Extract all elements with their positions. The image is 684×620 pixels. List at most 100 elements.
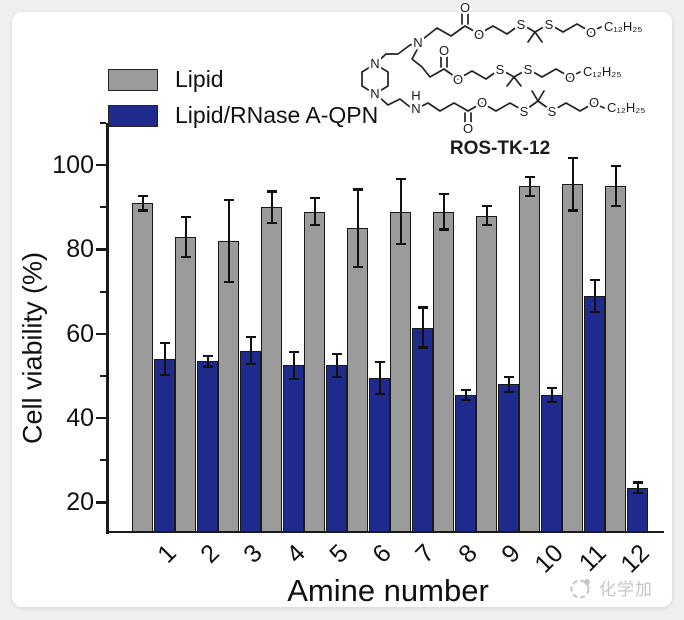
error-stem	[421, 306, 424, 349]
y-tick-label: 80	[66, 235, 94, 264]
bar-lipid-10	[519, 186, 540, 533]
x-tick-label-1: 1	[151, 539, 182, 569]
x-axis-title: Amine number	[287, 573, 489, 608]
error-stem	[378, 361, 381, 395]
alkyl-chain-label: C₁₂H₂₅	[604, 19, 643, 34]
watermark-text: 化学加	[599, 580, 653, 599]
bar-lipid-1	[132, 203, 153, 533]
error-bar-lipid-7	[395, 177, 406, 246]
atom-label-n: N	[370, 56, 379, 71]
error-stem	[206, 354, 209, 368]
y-minor-tick	[99, 459, 107, 462]
error-bar-lipid-12	[610, 165, 621, 208]
bar-lipid-rnase-a-qpn-2	[197, 361, 218, 533]
bar-lipid-rnase-a-qpn-11	[584, 295, 605, 533]
bar-lipid-rnase-a-qpn-12	[627, 487, 648, 533]
y-minor-tick	[99, 290, 107, 293]
error-bar-lipid-8	[438, 192, 449, 231]
x-tick-label-8: 8	[452, 539, 483, 569]
atom-label-o: O	[453, 72, 463, 87]
error-stem	[485, 205, 488, 227]
bar-lipid-5	[304, 211, 325, 533]
atom-label-s: S	[496, 62, 505, 77]
error-stem	[292, 350, 295, 381]
atom-label-o: O	[586, 25, 596, 40]
error-bar-lipid-6	[352, 188, 363, 269]
y-minor-tick	[99, 374, 107, 377]
atom-label-s: S	[520, 104, 529, 119]
error-stem	[571, 156, 574, 212]
x-tick-label-12: 12	[614, 539, 655, 579]
x-tick-label-4: 4	[280, 539, 311, 569]
y-minor-tick	[99, 206, 107, 209]
error-stem	[528, 175, 531, 197]
error-bar-lipid-rnase-a-qpn-11	[589, 279, 600, 313]
error-stem	[141, 194, 144, 212]
error-bar-lipid-rnase-a-qpn-4	[288, 350, 299, 381]
atom-label-s: S	[524, 62, 533, 77]
error-stem	[507, 375, 510, 393]
error-bar-lipid-3	[223, 198, 234, 284]
error-bar-lipid-4	[266, 190, 277, 225]
y-tick-label: 40	[66, 404, 94, 433]
alkyl-chain-label: C₁₂H₂₅	[583, 64, 622, 79]
x-tick-label-6: 6	[366, 539, 397, 569]
error-bar-lipid-9	[481, 205, 492, 227]
legend-swatch-lipid	[108, 68, 158, 91]
error-stem	[399, 177, 402, 246]
bar-lipid-rnase-a-qpn-4	[283, 365, 304, 533]
error-stem	[249, 335, 252, 366]
bar-lipid-8	[433, 211, 454, 533]
watermark-logo-icon	[570, 578, 590, 598]
error-stem	[163, 342, 166, 376]
y-tick-label: 100	[52, 151, 94, 180]
error-bar-lipid-rnase-a-qpn-12	[632, 481, 643, 495]
error-stem	[442, 192, 445, 231]
x-tick-label-11: 11	[573, 539, 612, 578]
chemical-structure-drawing: N N N N H O O S S O O O S S O O O S	[361, 0, 648, 162]
y-axis-title: Cell viability (%)	[17, 251, 48, 445]
y-tick-label: 20	[66, 488, 94, 517]
structure-title: ROS-TK-12	[450, 138, 550, 159]
error-bar-lipid-11	[567, 156, 578, 212]
bar-lipid-rnase-a-qpn-3	[240, 350, 261, 533]
bar-lipid-3	[218, 241, 239, 533]
alkyl-chain-label: C₁₂H₂₅	[607, 100, 646, 115]
error-bar-lipid-rnase-a-qpn-2	[202, 354, 213, 368]
x-tick-label-2: 2	[194, 539, 225, 569]
atom-label-s: S	[548, 104, 557, 119]
atom-label-o: O	[463, 121, 473, 136]
error-stem	[550, 386, 553, 404]
bar-lipid-rnase-a-qpn-5	[326, 365, 347, 533]
error-bar-lipid-rnase-a-qpn-7	[417, 306, 428, 349]
x-tick-label-7: 7	[409, 539, 440, 569]
bar-lipid-6	[347, 228, 368, 533]
bar-lipid-7	[390, 211, 411, 533]
y-minor-tick	[99, 122, 107, 124]
x-tick-label-9: 9	[495, 539, 526, 569]
atom-label-n: N	[370, 86, 379, 101]
error-bar-lipid-rnase-a-qpn-6	[374, 361, 385, 395]
y-major-tick	[96, 248, 107, 251]
atom-label-s: S	[545, 17, 554, 32]
error-stem	[313, 196, 316, 227]
atom-label-s: S	[517, 17, 526, 32]
bar-lipid-rnase-a-qpn-9	[498, 384, 519, 533]
atom-label-o: O	[589, 95, 599, 110]
error-bar-lipid-rnase-a-qpn-3	[245, 335, 256, 366]
error-stem	[184, 215, 187, 258]
x-tick-label-3: 3	[237, 539, 268, 569]
atom-label-o: O	[474, 27, 484, 42]
chemical-structure: N N N N H O O S S O O O S S O O O S	[330, 0, 678, 169]
error-stem	[636, 481, 639, 495]
atom-label-h: H	[411, 88, 420, 103]
x-axis-line	[106, 531, 665, 534]
atom-label-n: N	[413, 35, 422, 50]
error-stem	[593, 279, 596, 313]
error-bar-lipid-2	[180, 215, 191, 258]
bar-lipid-2	[175, 236, 196, 533]
legend-swatch-lipid-rnase	[108, 104, 158, 127]
y-axis-line	[106, 123, 109, 534]
legend-item-lipid: Lipid	[108, 66, 378, 93]
